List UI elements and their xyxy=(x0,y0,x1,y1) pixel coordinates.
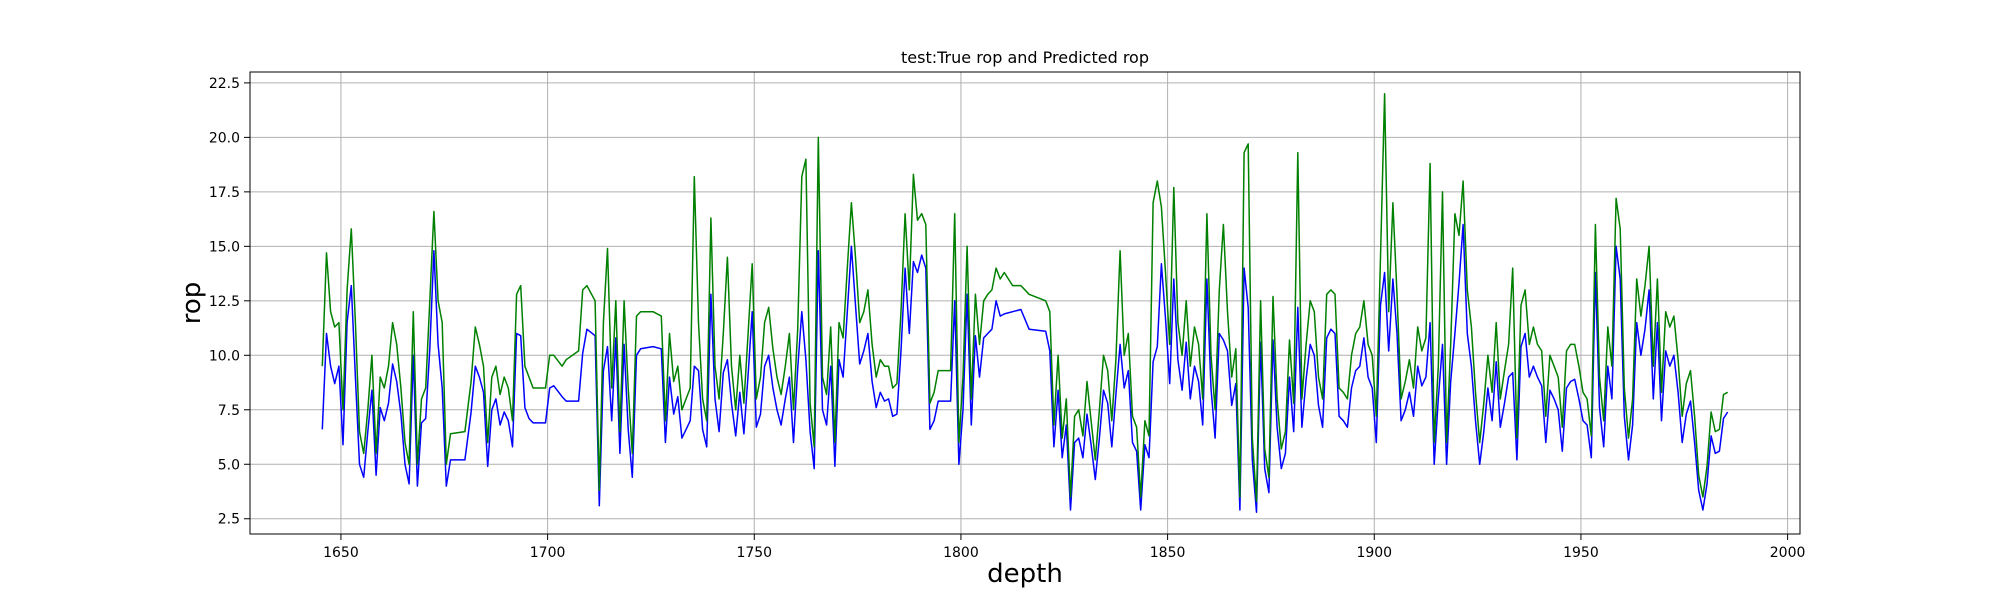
x-tick-label: 2000 xyxy=(1770,545,1806,561)
x-tick-label: 1650 xyxy=(323,545,359,561)
series-line-2 xyxy=(321,93,1729,503)
y-axis: 2.5 5.0 7.5 10.0 12.5 15.0 17.5 20.0 22.5 xyxy=(209,76,250,528)
series-line-1 xyxy=(321,223,1729,513)
x-tick-label: 1750 xyxy=(736,545,772,561)
chart-title: test:True rop and Predicted rop xyxy=(901,48,1149,67)
x-tick-label: 1850 xyxy=(1150,545,1186,561)
x-axis: 1650 1700 1750 1800 1850 1900 1950 2000 xyxy=(323,534,1805,561)
plot-frame xyxy=(249,71,1801,535)
y-tick-label: 12.5 xyxy=(209,294,240,310)
grid-lines xyxy=(250,72,1800,534)
y-axis-label: rop xyxy=(177,282,207,325)
series-layer xyxy=(321,93,1729,513)
y-tick-label: 7.5 xyxy=(218,403,240,419)
y-tick-label: 17.5 xyxy=(209,185,240,201)
y-tick-label: 15.0 xyxy=(209,239,240,255)
x-tick-label: 1700 xyxy=(530,545,566,561)
y-tick-label: 10.0 xyxy=(209,348,240,364)
y-tick-label: 5.0 xyxy=(218,457,240,473)
y-tick-label: 20.0 xyxy=(209,130,240,146)
y-tick-label: 2.5 xyxy=(218,512,240,528)
x-tick-label: 1800 xyxy=(943,545,979,561)
x-tick-label: 1900 xyxy=(1356,545,1392,561)
x-tick-label: 1950 xyxy=(1563,545,1599,561)
y-tick-label: 22.5 xyxy=(209,76,240,92)
x-axis-label: depth xyxy=(987,559,1063,589)
